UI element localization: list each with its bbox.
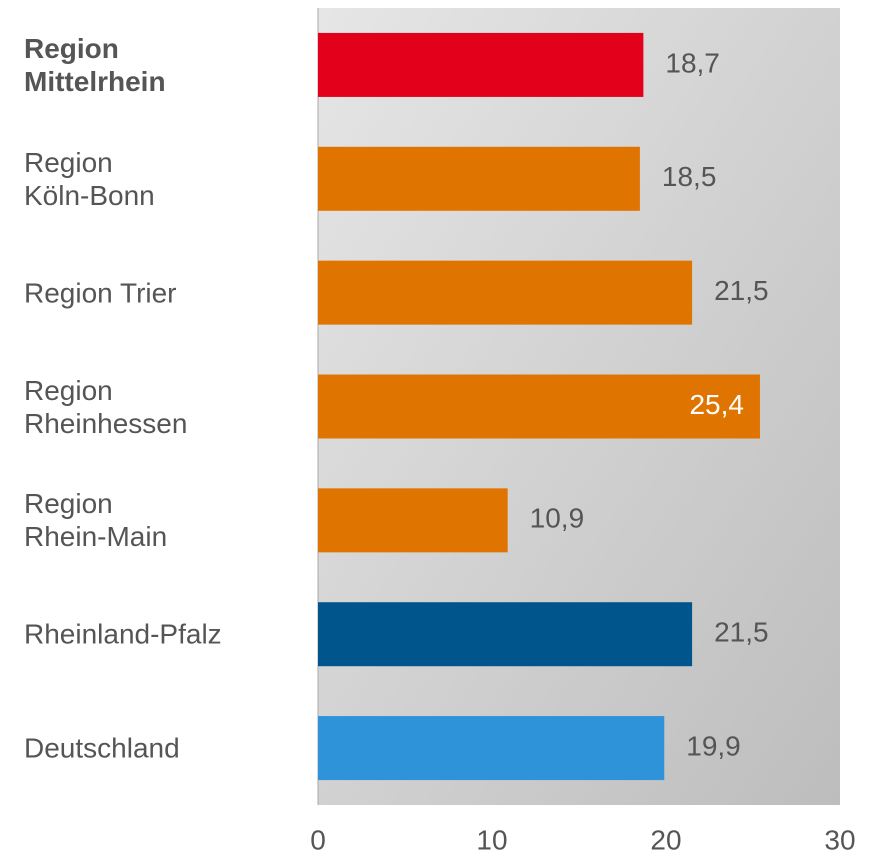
value-label: 18,5: [662, 161, 717, 192]
y-tick-label: Region Rhein-Main: [24, 488, 168, 553]
y-tick-label: Deutschland: [24, 732, 180, 764]
y-tick-label: Region Trier: [24, 277, 177, 309]
x-tick-label: 0: [310, 824, 326, 855]
y-tick-label: Region Mittelrhein: [24, 32, 166, 97]
bar: [318, 32, 644, 97]
y-tick-label: Rheinland-Pfalz: [24, 618, 222, 650]
bar: [318, 146, 640, 211]
x-tick-label: 20: [650, 824, 681, 855]
bar: [318, 488, 508, 553]
value-label: 25,4: [689, 389, 744, 420]
x-tick-label: 10: [476, 824, 507, 855]
bar: [318, 374, 760, 439]
y-tick-label: Region Köln-Bonn: [24, 146, 155, 211]
value-label: 18,7: [665, 47, 720, 78]
y-tick-label: Region Rheinhessen: [24, 374, 188, 439]
bar: [318, 260, 693, 325]
value-label: 19,9: [686, 730, 741, 761]
value-label: 21,5: [714, 617, 769, 648]
value-label: 10,9: [530, 503, 585, 534]
value-label: 21,5: [714, 275, 769, 306]
bar: [318, 716, 665, 781]
bar: [318, 602, 693, 667]
x-tick-label: 30: [824, 824, 855, 855]
